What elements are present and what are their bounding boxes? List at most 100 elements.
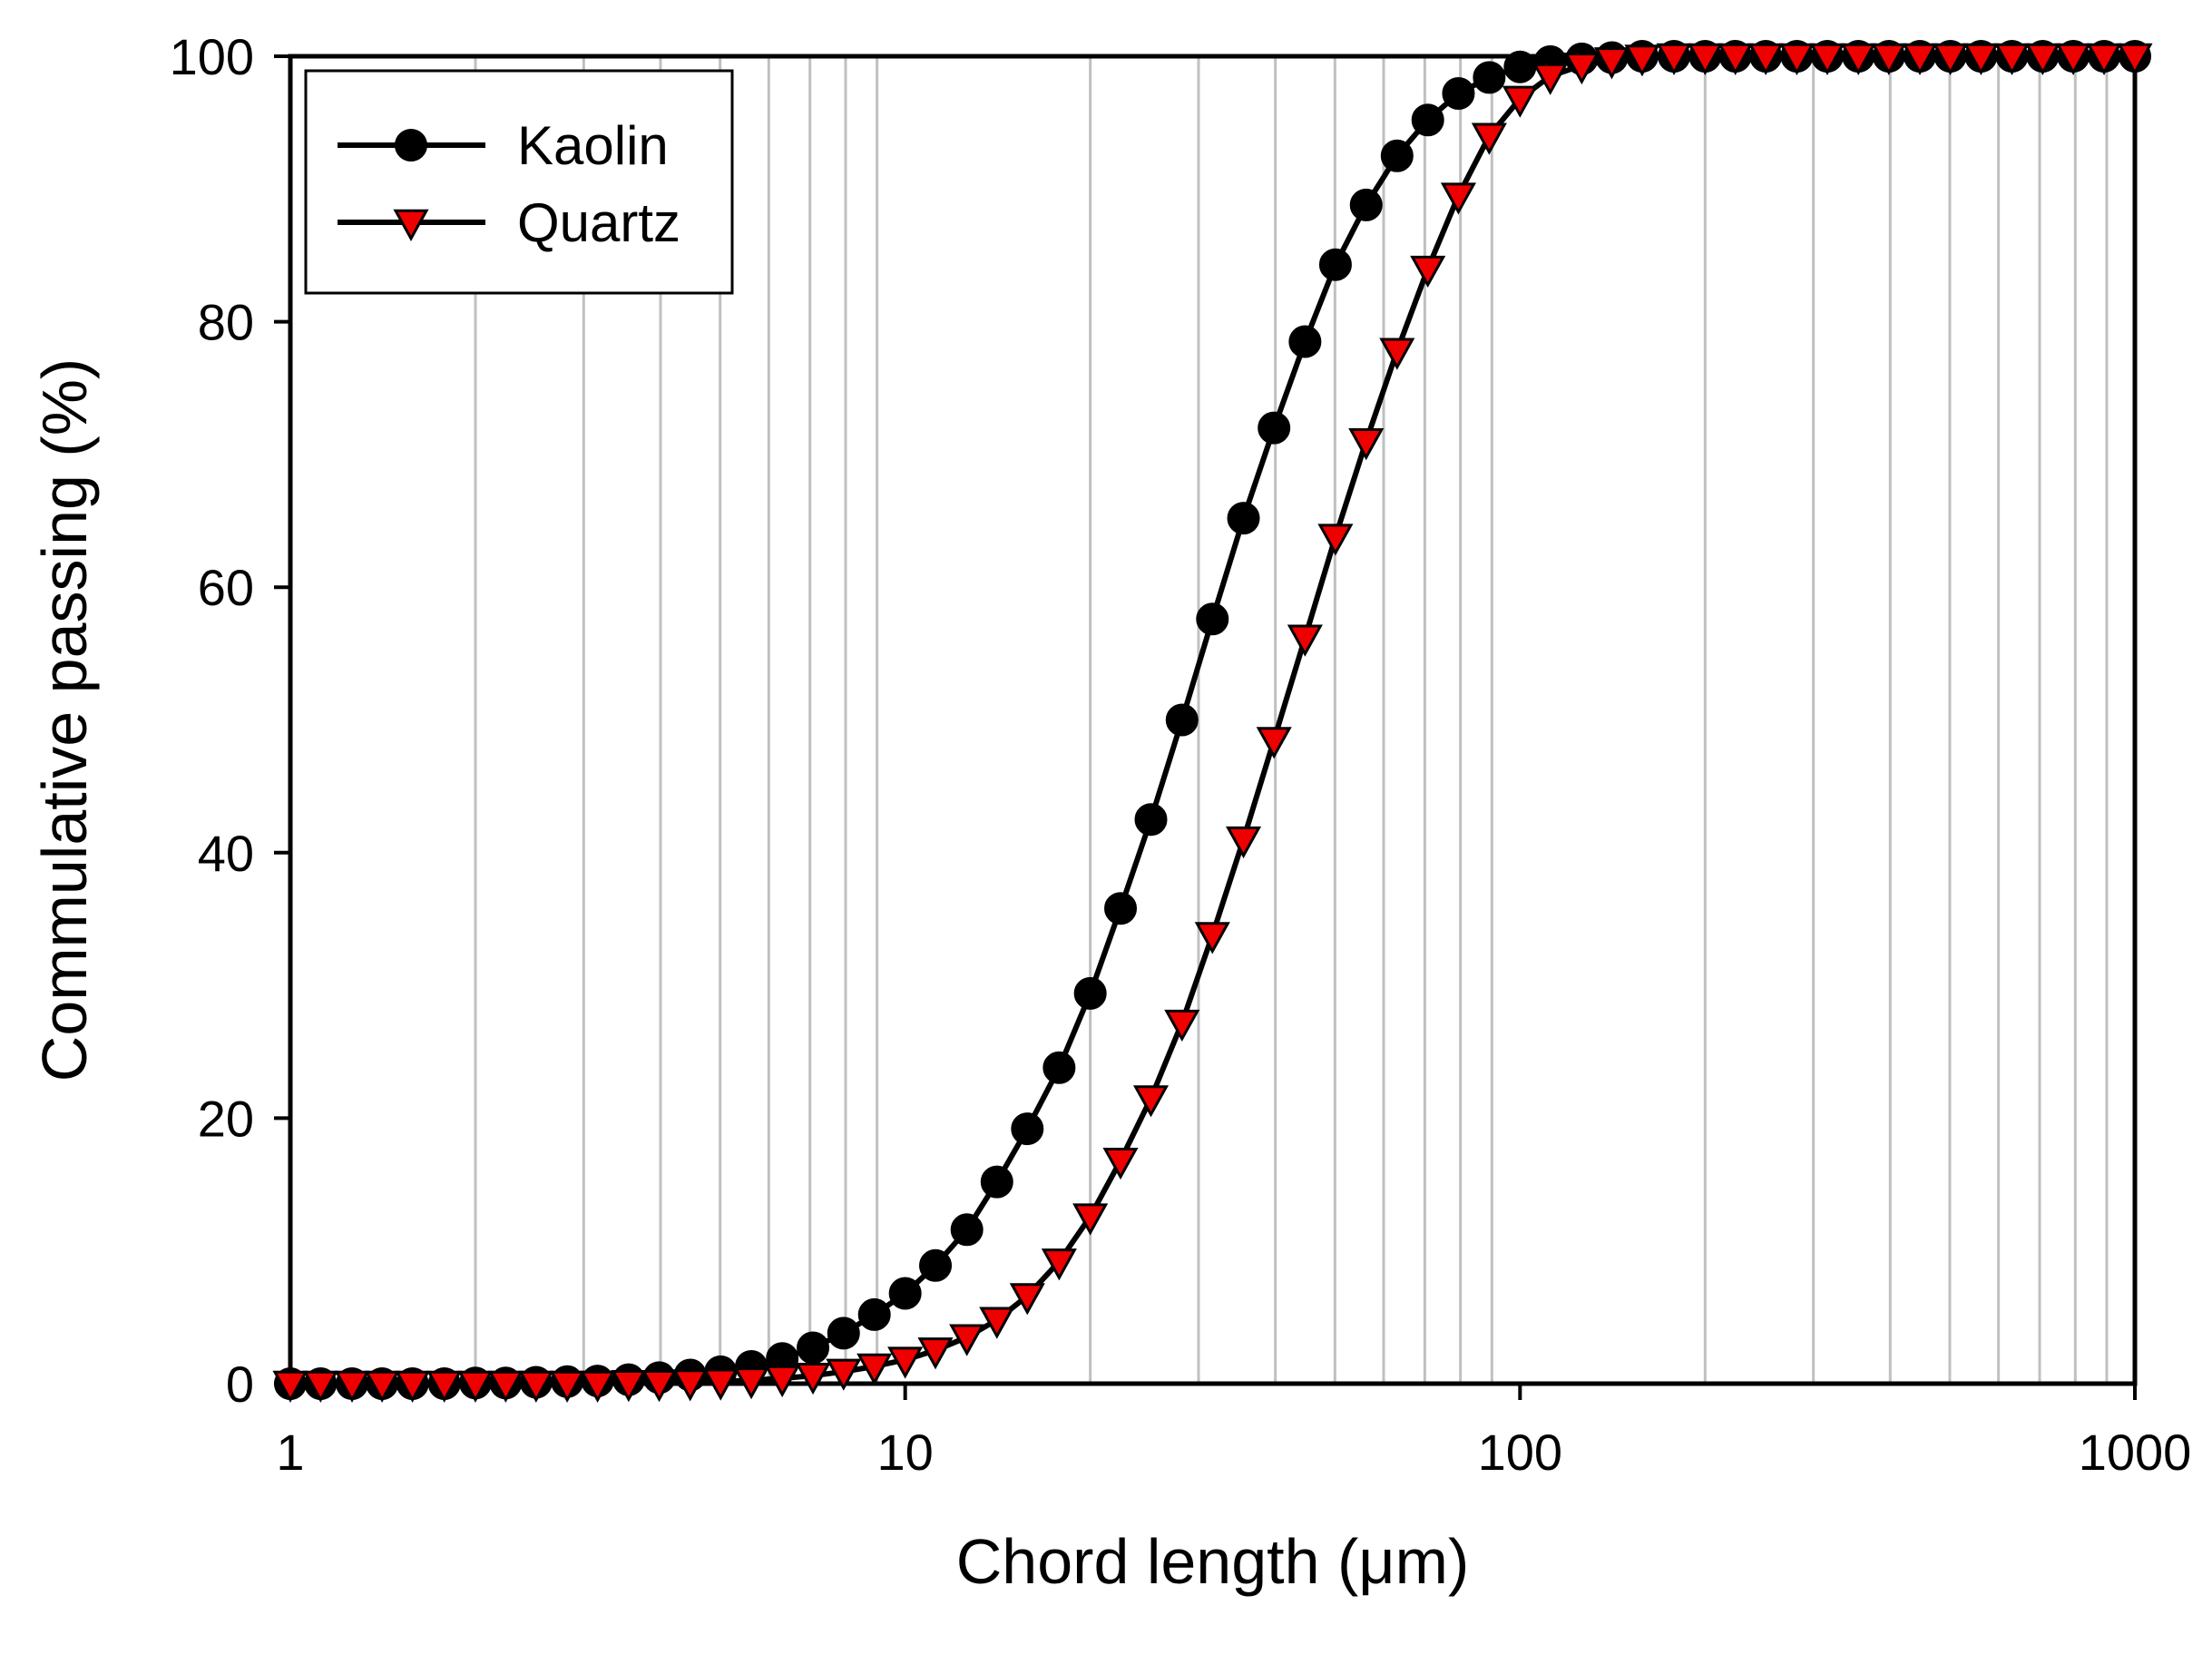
x-tick-label: 1000	[2079, 1424, 2192, 1481]
plot-frame	[288, 54, 2138, 1386]
data-point	[272, 1370, 308, 1403]
data-point	[1104, 892, 1138, 925]
data-point	[826, 1358, 862, 1391]
data-point	[887, 1346, 924, 1379]
x-tick-label: 100	[1478, 1424, 1562, 1481]
data-point	[702, 1368, 739, 1401]
data-point	[1593, 47, 1630, 80]
data-point	[1471, 122, 1507, 155]
data-point	[1196, 602, 1229, 636]
data-point	[949, 1324, 985, 1356]
data-point	[980, 1165, 1013, 1199]
data-point	[457, 1370, 494, 1403]
data-point	[1164, 1009, 1200, 1042]
data-point	[1317, 524, 1354, 556]
data-point	[487, 1370, 524, 1403]
data-point	[795, 1362, 831, 1395]
y-tick-label: 80	[198, 294, 254, 351]
data-point	[1256, 727, 1292, 759]
data-point	[1134, 803, 1168, 837]
data-point	[549, 1370, 585, 1403]
data-point	[1225, 826, 1262, 859]
data-point	[979, 1307, 1015, 1339]
data-point	[580, 1370, 616, 1403]
data-point	[1288, 325, 1322, 358]
data-point	[2117, 43, 2153, 75]
data-point	[1840, 43, 1876, 75]
data-point	[2086, 43, 2122, 75]
data-point	[856, 1353, 893, 1385]
data-point	[1962, 43, 1999, 75]
data-point	[393, 209, 429, 241]
data-point	[1778, 43, 1816, 75]
data-point	[334, 1370, 370, 1403]
data-point	[1379, 338, 1415, 370]
data-point	[1411, 103, 1444, 137]
data-point	[302, 1370, 338, 1403]
data-point	[518, 1370, 554, 1403]
data-point	[1532, 63, 1569, 95]
data-point	[917, 1337, 954, 1370]
data-point	[1442, 76, 1475, 110]
data-point	[1747, 43, 1784, 75]
data-point	[1072, 1203, 1109, 1236]
data-point	[2055, 43, 2091, 75]
legend-box	[304, 69, 734, 295]
data-point	[1656, 43, 1692, 75]
data-point	[797, 1331, 830, 1365]
series-layer	[272, 40, 2153, 1403]
data-point	[1718, 43, 1754, 75]
data-point	[1687, 43, 1723, 75]
legend-marker-kaolin	[395, 129, 427, 162]
data-point	[1563, 52, 1600, 85]
data-point	[1009, 1283, 1045, 1316]
data-point	[426, 1370, 463, 1403]
data-point	[1410, 255, 1446, 289]
data-point	[1132, 1085, 1170, 1118]
data-point	[2024, 43, 2060, 75]
data-point	[950, 1213, 984, 1247]
data-point	[1194, 922, 1230, 954]
data-point	[1041, 1248, 1077, 1281]
data-point	[395, 129, 427, 162]
data-point	[1440, 182, 1476, 215]
data-point	[672, 1369, 709, 1402]
data-point	[1287, 624, 1323, 657]
data-point	[1348, 428, 1385, 461]
data-point	[1809, 43, 1845, 75]
data-point	[1073, 976, 1107, 1010]
axis-ticks: 1 10 100 1000 0 20 40 60 80 100	[170, 28, 2192, 1481]
data-point	[1042, 1051, 1076, 1084]
data-point	[1258, 411, 1291, 445]
data-point	[1993, 43, 2031, 75]
data-point	[733, 1367, 769, 1400]
x-tick-label: 10	[877, 1424, 934, 1481]
data-point	[888, 1277, 922, 1310]
legend-label-quartz: Quartz	[517, 192, 680, 253]
data-point	[1011, 1112, 1044, 1146]
data-point	[1349, 188, 1383, 221]
data-point	[1318, 248, 1352, 281]
data-point	[919, 1248, 953, 1282]
data-point	[857, 1297, 891, 1331]
legend-marker-quartz	[393, 209, 429, 241]
data-point	[827, 1317, 860, 1350]
x-axis-title: Chord length (μm)	[956, 1526, 1470, 1597]
series-quartz	[272, 43, 2153, 1403]
data-point	[764, 1365, 800, 1398]
y-tick-label: 40	[198, 825, 254, 882]
y-tick-label: 0	[226, 1356, 254, 1413]
data-point	[611, 1370, 647, 1403]
y-tick-label: 60	[198, 559, 254, 616]
data-point	[1102, 1147, 1139, 1180]
data-point	[1624, 44, 1660, 77]
data-point	[1503, 50, 1537, 83]
y-tick-label: 100	[170, 28, 254, 85]
y-axis-title: Commulative passing (%)	[29, 358, 100, 1082]
data-point	[1380, 139, 1414, 172]
data-point	[1933, 43, 1969, 75]
legend-label-kaolin: Kaolin	[517, 115, 669, 176]
data-point	[1871, 43, 1907, 75]
data-point	[1902, 43, 1938, 75]
